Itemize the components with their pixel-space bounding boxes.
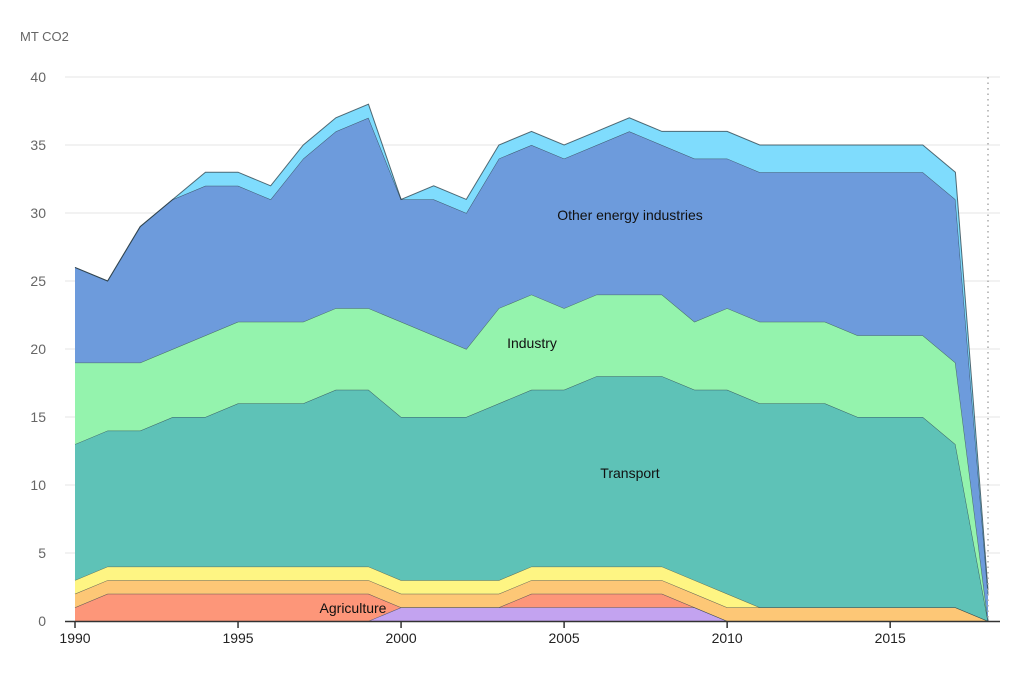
area-series-2 (75, 580, 988, 621)
series-label: Agriculture (320, 600, 387, 616)
x-tick-label: 2000 (385, 630, 416, 646)
y-tick-label: 10 (30, 477, 46, 493)
area-edge-line (74, 103, 989, 590)
area-series-7 (75, 104, 988, 594)
x-tick-label: 1995 (222, 630, 253, 646)
y-tick-label: 20 (30, 341, 46, 357)
series-label: Other energy industries (557, 207, 703, 223)
y-tick-label: 25 (30, 273, 46, 289)
y-tick-label: 35 (30, 137, 46, 153)
area-other-energy-industries (75, 117, 988, 622)
area-agriculture (75, 593, 988, 621)
y-tick-label: 0 (38, 613, 46, 629)
y-tick-label: 15 (30, 409, 46, 425)
x-tick-label: 2005 (549, 630, 580, 646)
y-tick-label: 40 (30, 69, 46, 85)
area-series-0 (75, 607, 988, 621)
series-label: Industry (507, 335, 557, 351)
x-tick-label: 2015 (875, 630, 906, 646)
series-label: Transport (600, 465, 660, 481)
area-industry (75, 294, 988, 621)
y-axis-title: MT CO2 (20, 29, 69, 44)
y-tick-label: 5 (38, 545, 46, 561)
y-tick-label: 30 (30, 205, 46, 221)
area-transport (75, 376, 988, 621)
x-tick-label: 1990 (59, 630, 90, 646)
x-tick-label: 2010 (712, 630, 743, 646)
